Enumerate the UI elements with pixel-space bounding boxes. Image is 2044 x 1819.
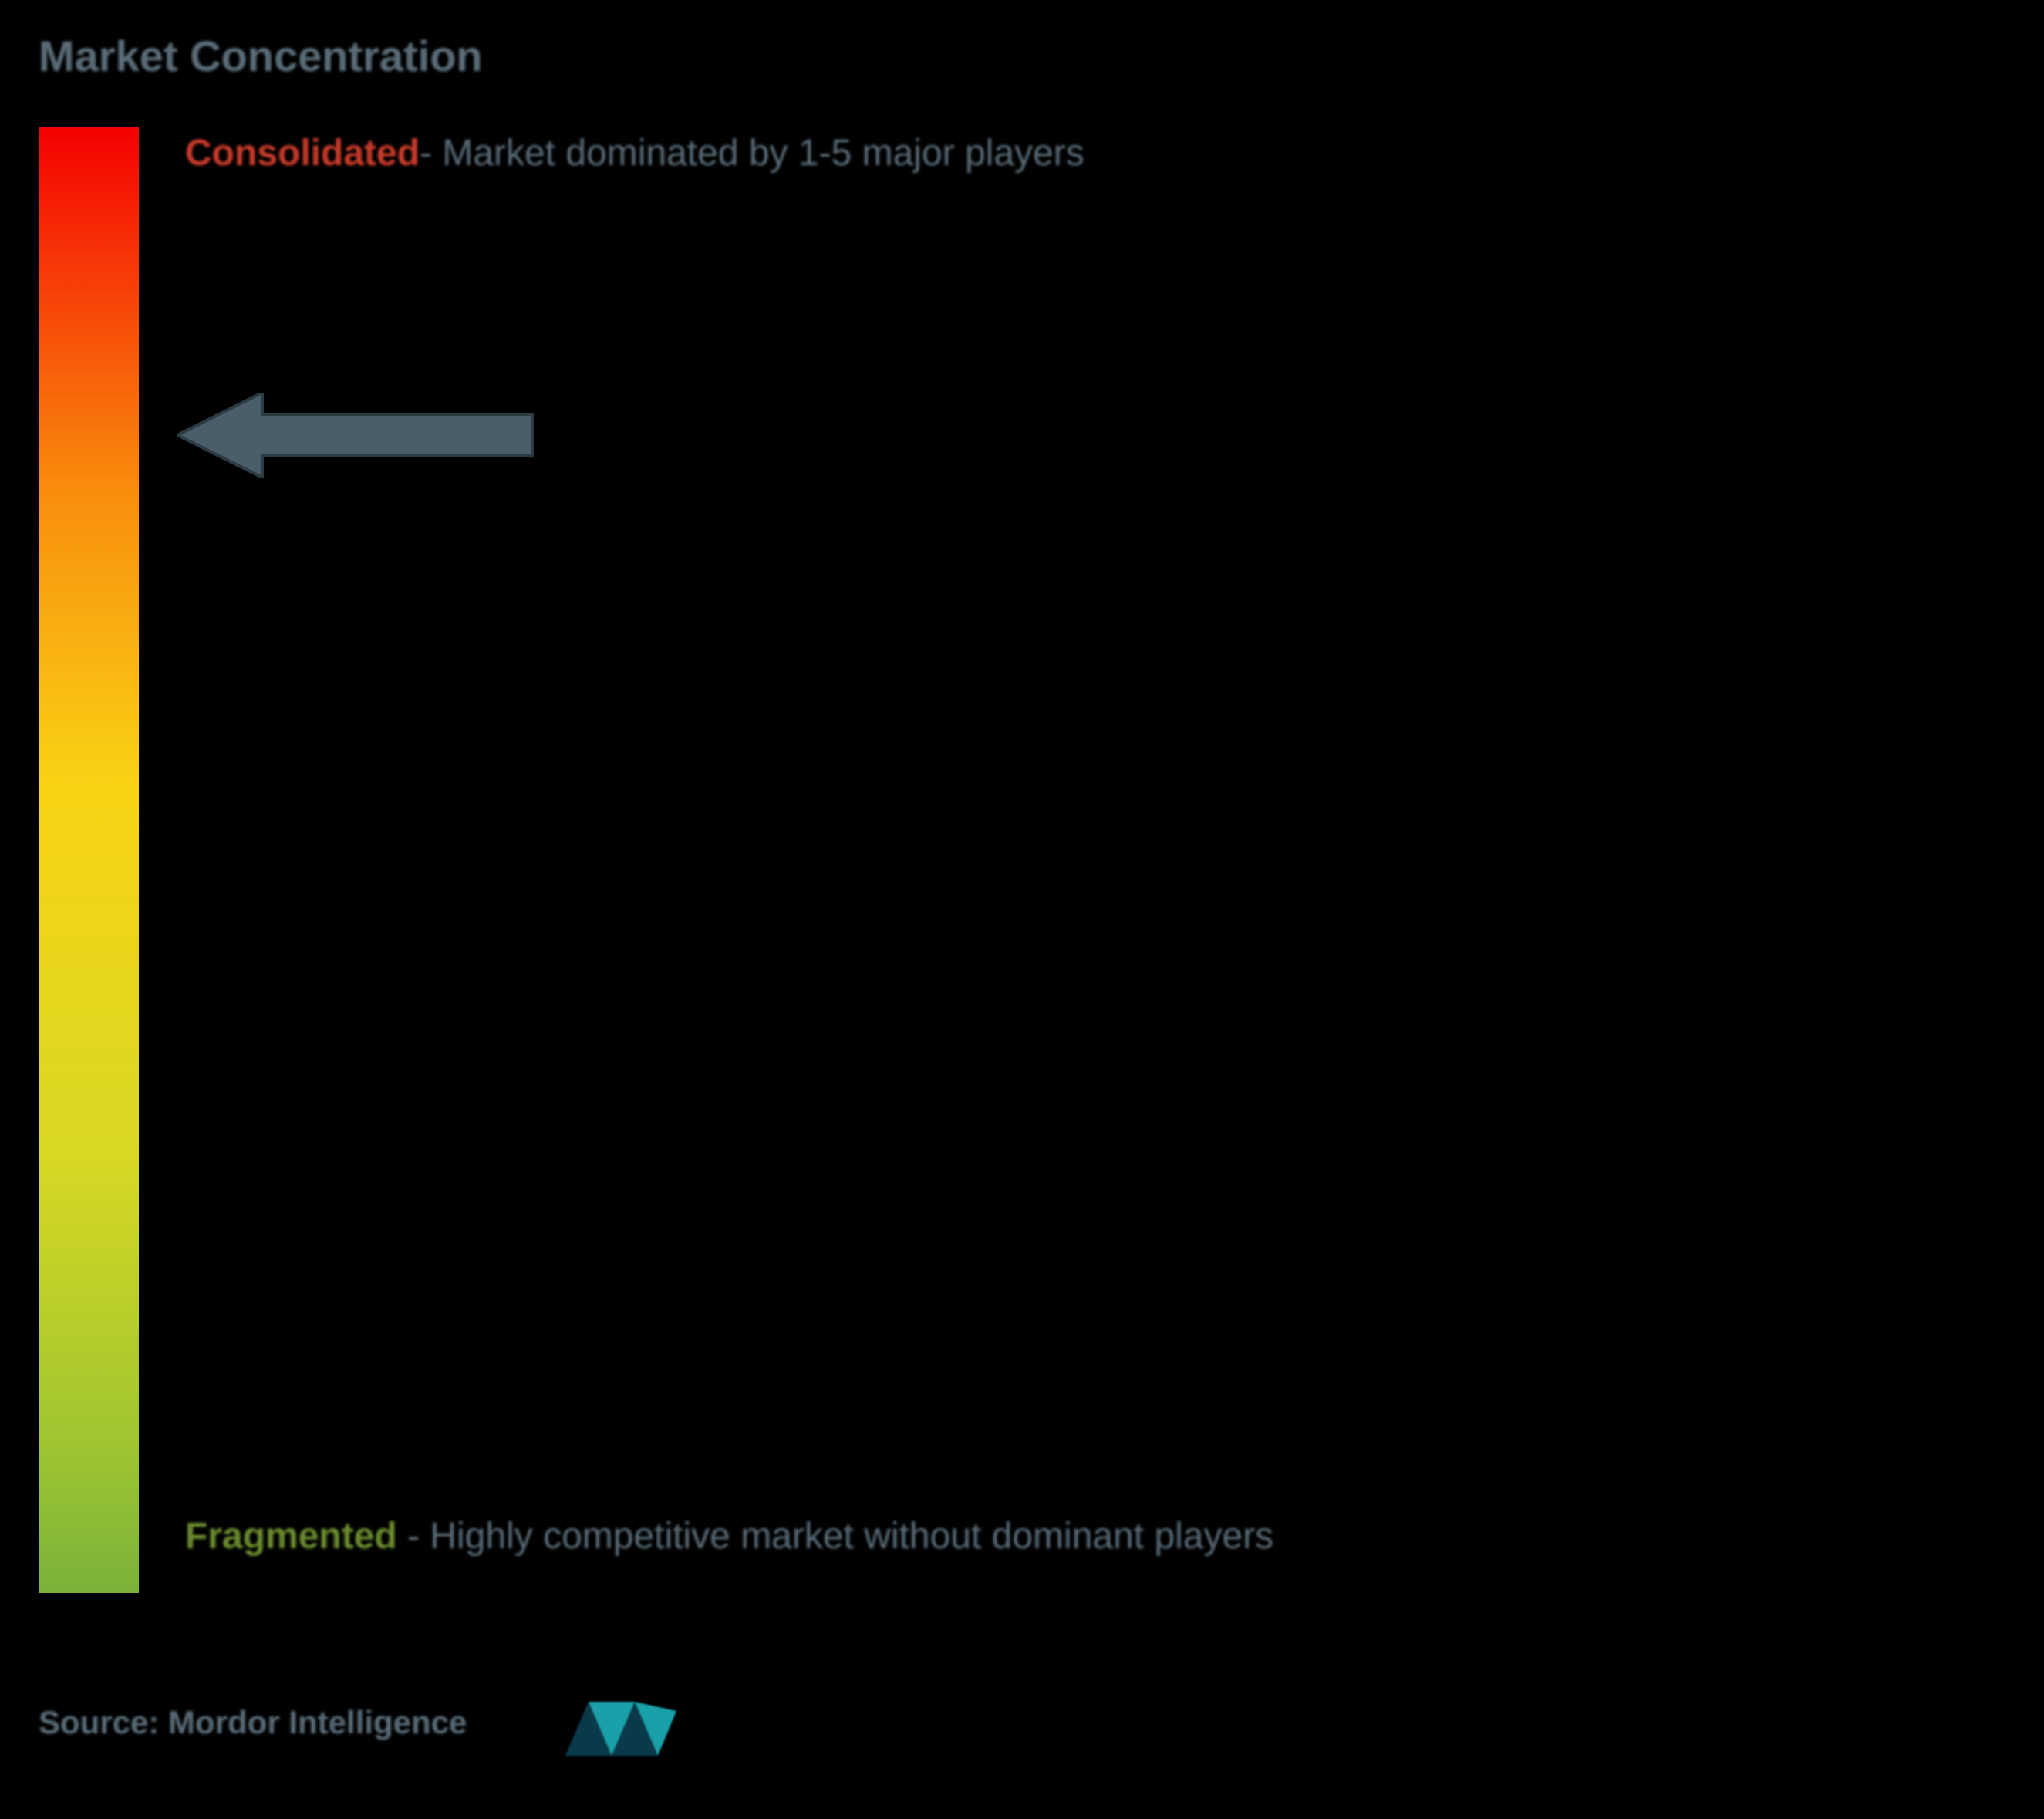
concentration-gradient-bar [39, 127, 139, 1593]
infographic-container: Market Concentration Consolidated- Marke… [0, 0, 2044, 1819]
fragmented-desc: - Highly competitive market without domi… [397, 1516, 1273, 1557]
mordor-logo-icon [559, 1688, 683, 1757]
fragmented-key: Fragmented [185, 1516, 397, 1557]
consolidated-key: Consolidated [185, 133, 420, 174]
indicator-arrow [177, 393, 548, 478]
labels-column: Consolidated- Market dominated by 1-5 ma… [185, 127, 2005, 1593]
fragmented-label: Fragmented - Highly competitive market w… [185, 1503, 1273, 1570]
consolidated-label: Consolidated- Market dominated by 1-5 ma… [185, 127, 1084, 179]
page-title: Market Concentration [39, 31, 2005, 81]
consolidated-desc: - Market dominated by 1-5 major players [420, 133, 1084, 174]
footer: Source: Mordor Intelligence [39, 1688, 683, 1757]
source-text: Source: Mordor Intelligence [39, 1704, 467, 1741]
main-content: Consolidated- Market dominated by 1-5 ma… [39, 127, 2005, 1593]
